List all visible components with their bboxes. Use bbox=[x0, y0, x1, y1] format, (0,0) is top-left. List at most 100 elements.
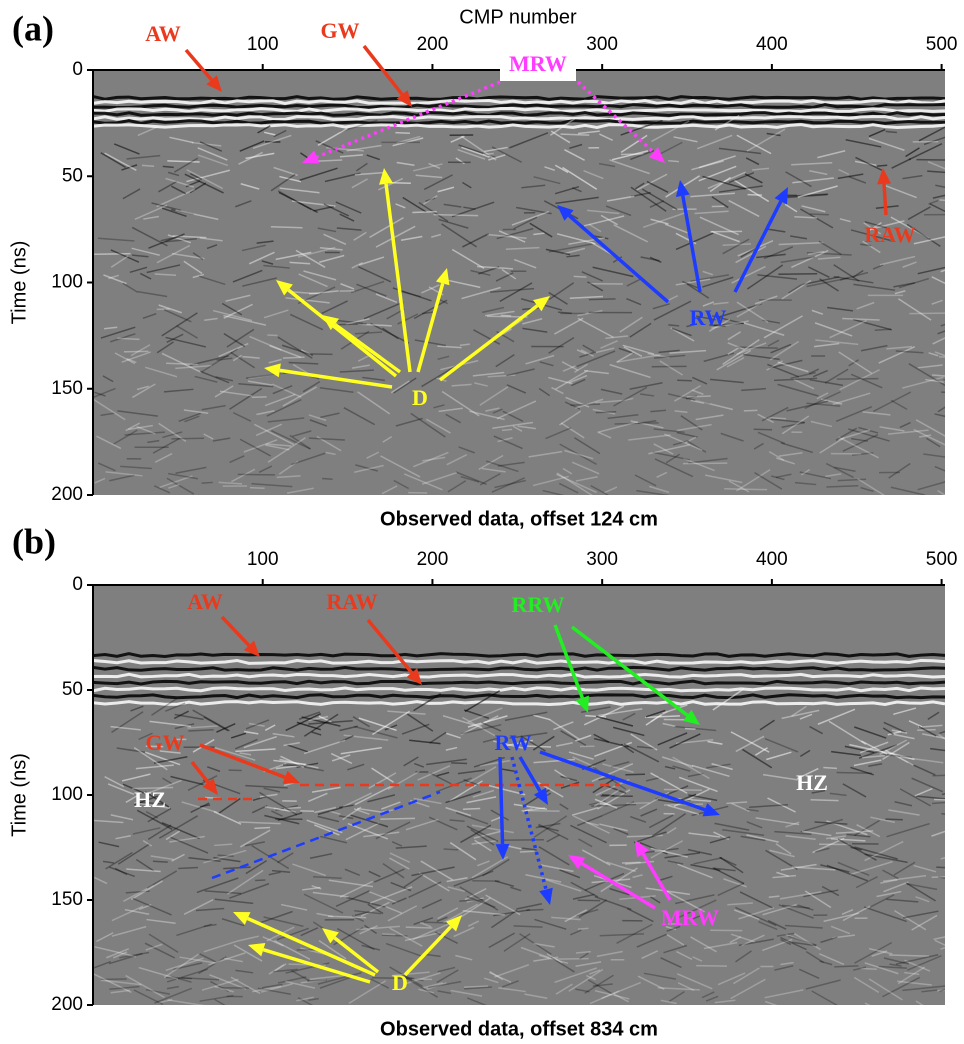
texture-stroke bbox=[199, 804, 211, 808]
texture-stroke bbox=[594, 798, 618, 809]
texture-stroke bbox=[862, 240, 881, 254]
texture-stroke bbox=[300, 927, 319, 937]
texture-stroke bbox=[213, 856, 241, 863]
texture-stroke bbox=[167, 999, 206, 1005]
texture-stroke bbox=[677, 863, 713, 879]
texture-stroke bbox=[577, 317, 614, 339]
arrow-head bbox=[675, 180, 690, 197]
texture-stroke bbox=[187, 725, 219, 729]
direct-wave-band bbox=[93, 652, 945, 658]
texture-stroke bbox=[928, 199, 939, 205]
arrow-shaft bbox=[576, 80, 655, 154]
texture-stroke bbox=[136, 385, 150, 391]
texture-stroke bbox=[345, 822, 380, 841]
texture-stroke bbox=[461, 286, 501, 300]
texture-stroke bbox=[850, 766, 874, 776]
texture-stroke bbox=[232, 354, 243, 362]
texture-stroke bbox=[815, 339, 859, 346]
texture-stroke bbox=[426, 758, 467, 766]
texture-stroke bbox=[931, 876, 945, 879]
texture-stroke bbox=[790, 371, 816, 379]
texture-stroke bbox=[871, 950, 888, 957]
texture-stroke bbox=[690, 915, 701, 921]
texture-stroke bbox=[882, 727, 895, 736]
texture-stroke bbox=[931, 801, 945, 805]
texture-stroke bbox=[93, 398, 126, 421]
texture-stroke bbox=[315, 140, 344, 154]
texture-stroke bbox=[137, 125, 159, 137]
texture-stroke bbox=[108, 952, 143, 965]
texture-stroke bbox=[731, 802, 750, 812]
texture-stroke bbox=[425, 953, 441, 958]
arrow-head bbox=[557, 205, 574, 221]
texture-stroke bbox=[340, 119, 378, 133]
texture-stroke bbox=[727, 347, 739, 355]
texture-stroke bbox=[209, 980, 229, 993]
texture-stroke bbox=[522, 317, 543, 325]
texture-stroke bbox=[481, 721, 502, 732]
texture-stroke bbox=[197, 154, 229, 167]
texture-stroke bbox=[93, 960, 111, 969]
texture-stroke bbox=[613, 827, 629, 836]
texture-stroke bbox=[575, 476, 598, 482]
texture-stroke bbox=[894, 290, 906, 295]
texture-stroke bbox=[231, 468, 256, 483]
texture-stroke bbox=[819, 437, 845, 454]
texture-stroke bbox=[781, 279, 812, 300]
texture-stroke bbox=[233, 944, 263, 962]
texture-stroke bbox=[457, 148, 486, 160]
texture-stroke bbox=[636, 173, 668, 191]
texture-stroke bbox=[672, 439, 689, 446]
texture-stroke bbox=[141, 164, 155, 168]
texture-stroke bbox=[848, 359, 859, 367]
texture-stroke bbox=[630, 186, 667, 212]
texture-stroke bbox=[106, 948, 129, 959]
texture-stroke bbox=[551, 386, 564, 395]
texture-stroke bbox=[548, 376, 573, 385]
texture-stroke bbox=[136, 801, 165, 805]
texture-stroke bbox=[163, 388, 194, 393]
texture-stroke bbox=[303, 893, 344, 914]
arrow-shaft bbox=[553, 624, 585, 699]
texture-stroke bbox=[201, 978, 239, 991]
texture-stroke bbox=[555, 957, 589, 960]
texture-stroke bbox=[616, 923, 653, 944]
texture-stroke bbox=[487, 784, 526, 796]
texture-stroke bbox=[119, 951, 150, 959]
texture-stroke bbox=[583, 215, 625, 227]
texture-stroke bbox=[154, 987, 193, 1004]
texture-stroke bbox=[784, 203, 798, 213]
texture-stroke bbox=[645, 709, 666, 718]
texture-stroke bbox=[314, 824, 340, 836]
texture-stroke bbox=[723, 878, 747, 888]
annotation-label: D bbox=[392, 970, 408, 995]
texture-stroke bbox=[851, 437, 869, 442]
texture-stroke bbox=[366, 154, 381, 161]
texture-stroke bbox=[672, 756, 710, 780]
texture-stroke bbox=[285, 962, 330, 974]
texture-stroke bbox=[919, 434, 932, 438]
arrow-shaft bbox=[316, 80, 501, 159]
texture-stroke bbox=[759, 719, 775, 731]
direct-wave-band bbox=[93, 118, 945, 126]
texture-stroke bbox=[829, 319, 867, 339]
texture-stroke bbox=[258, 910, 293, 925]
texture-stroke bbox=[571, 806, 599, 816]
texture-stroke bbox=[243, 735, 277, 749]
texture-stroke bbox=[484, 146, 508, 153]
texture-stroke bbox=[677, 379, 692, 382]
x-tick-label: 300 bbox=[586, 34, 618, 55]
texture-stroke bbox=[825, 473, 842, 478]
texture-stroke bbox=[785, 835, 816, 840]
texture-stroke bbox=[806, 277, 849, 288]
texture-stroke bbox=[860, 243, 872, 247]
texture-stroke bbox=[665, 453, 681, 464]
texture-stroke bbox=[784, 924, 823, 929]
texture-stroke bbox=[605, 335, 628, 340]
texture-stroke bbox=[485, 310, 515, 317]
texture-stroke bbox=[436, 771, 450, 777]
texture-stroke bbox=[214, 746, 256, 761]
texture-stroke bbox=[746, 264, 784, 290]
texture-stroke bbox=[495, 272, 514, 282]
texture-stroke bbox=[940, 946, 945, 950]
